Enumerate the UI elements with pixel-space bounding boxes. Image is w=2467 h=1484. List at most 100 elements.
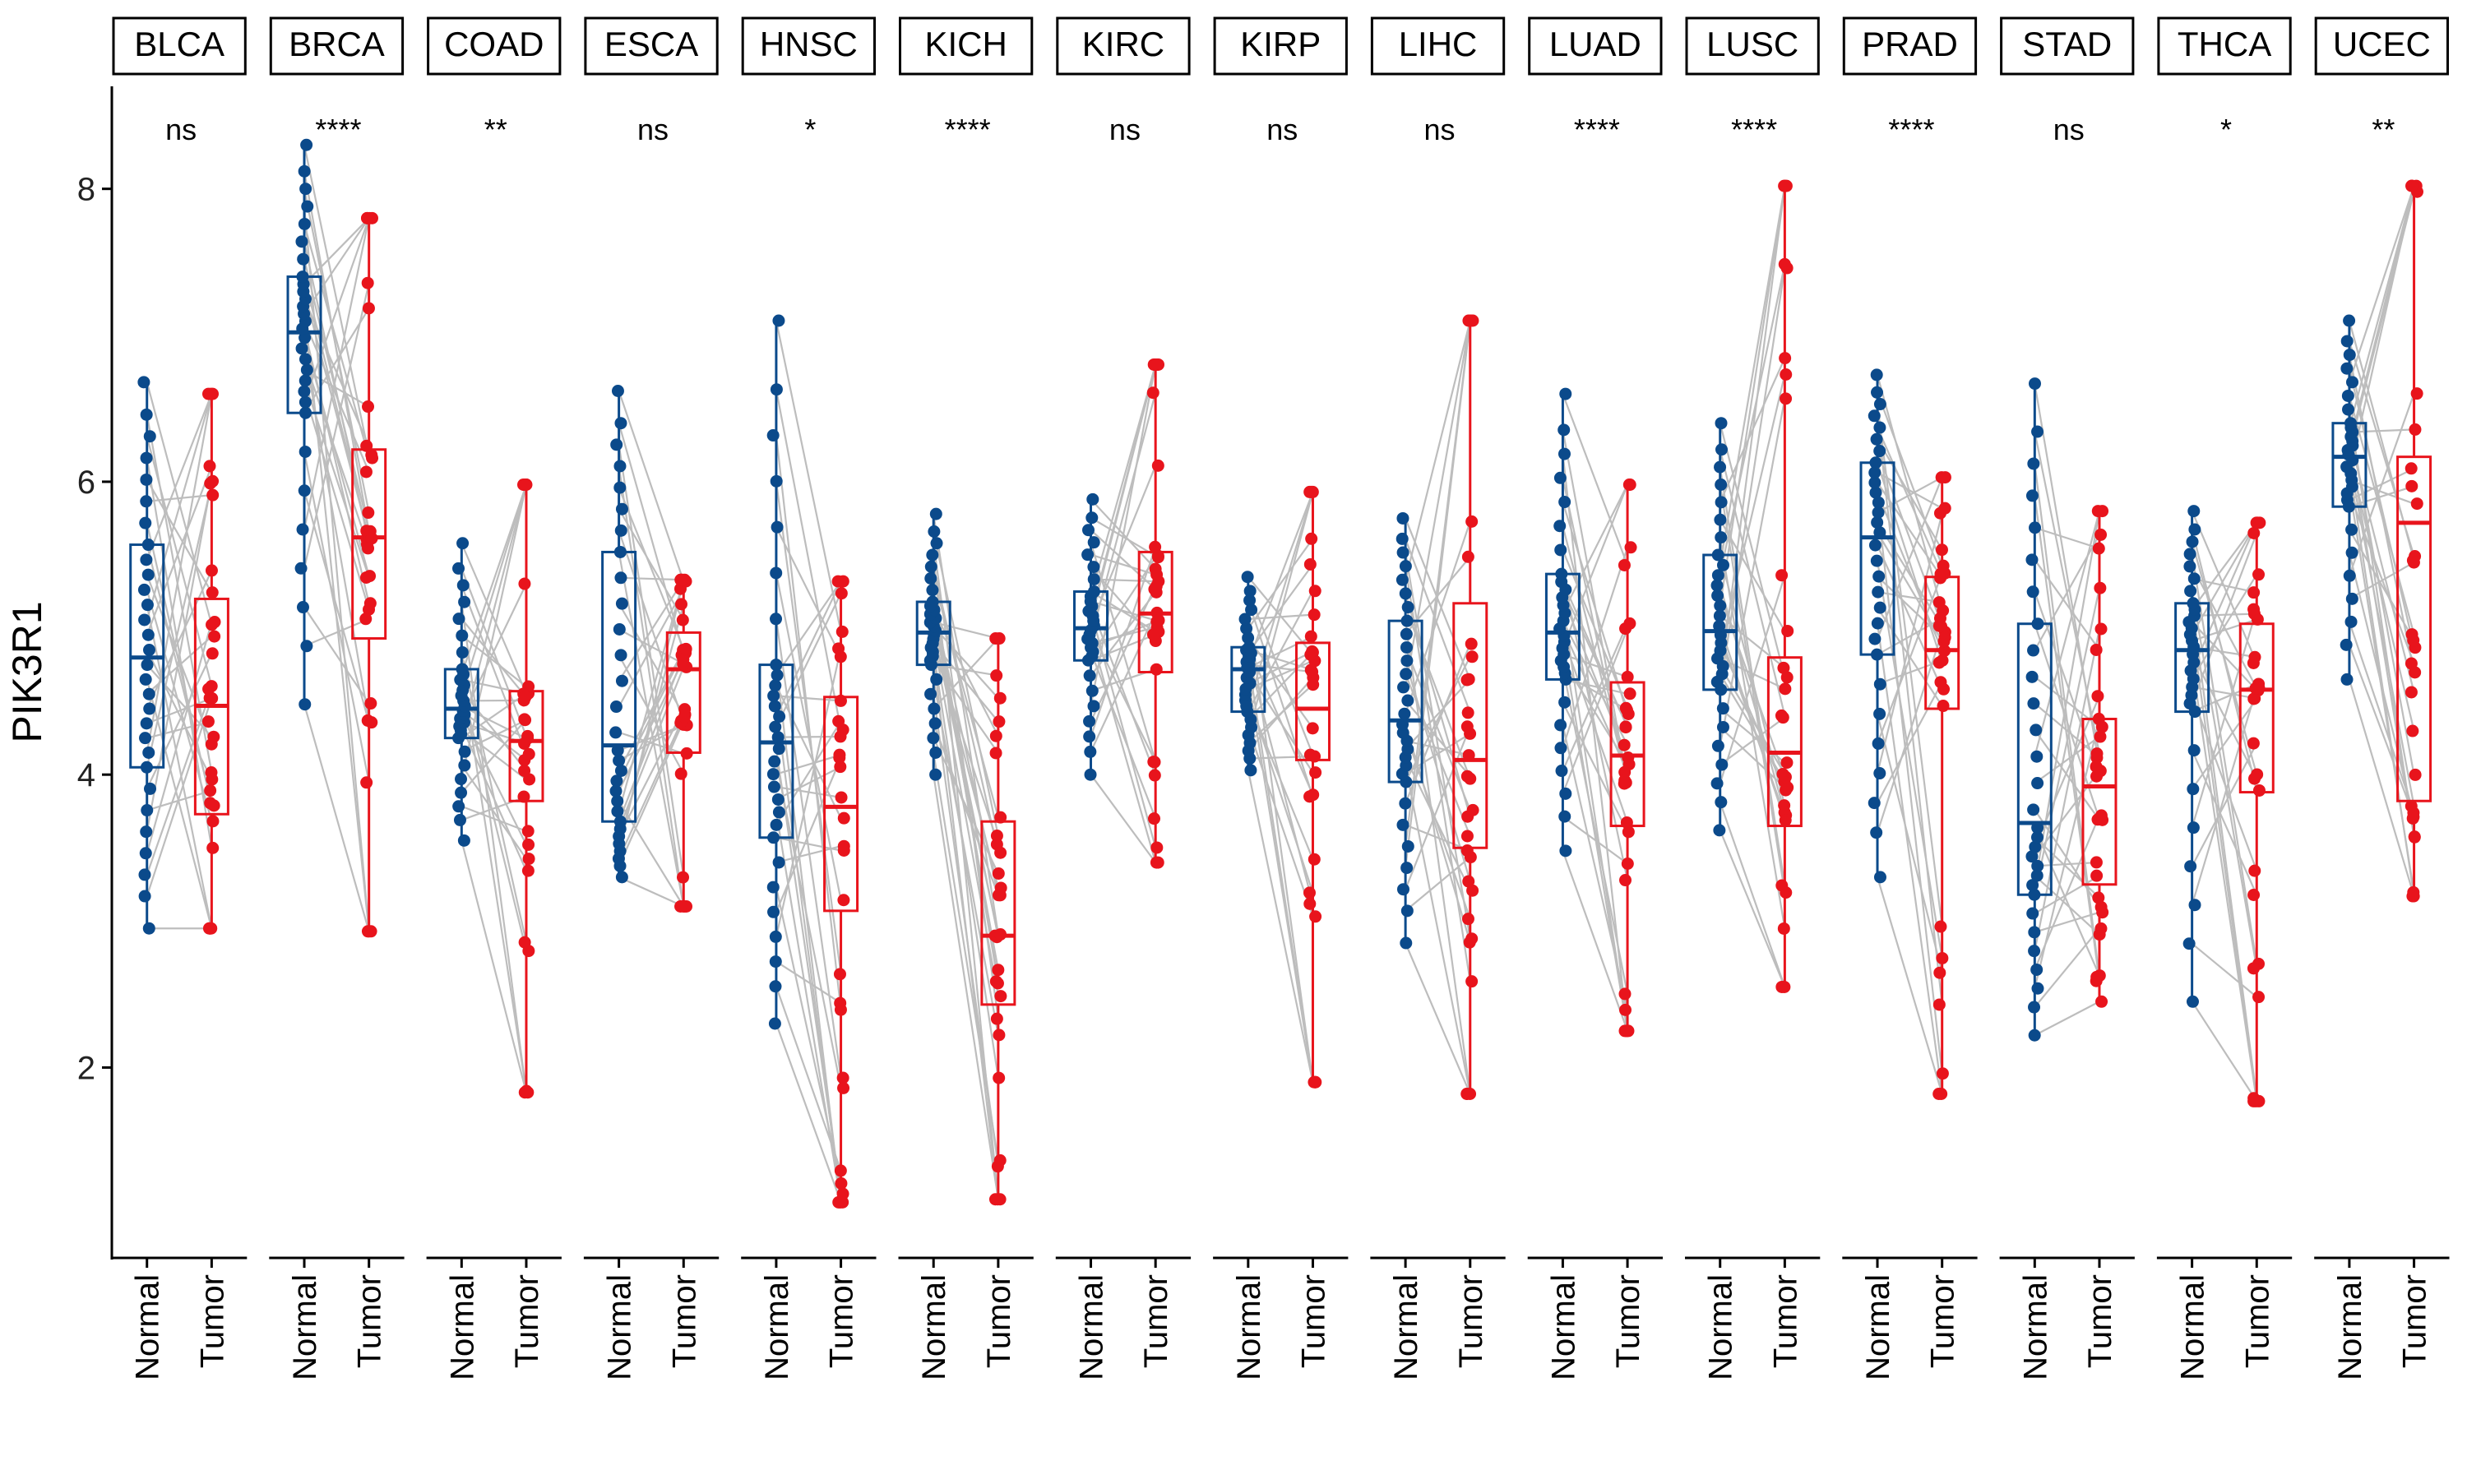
point-tumor bbox=[1623, 687, 1636, 700]
point-tumor bbox=[1935, 471, 1948, 484]
pair-line bbox=[1090, 542, 1157, 763]
pair-line bbox=[146, 622, 213, 854]
x-tick-label: Tumor bbox=[194, 1274, 230, 1368]
point-normal bbox=[2340, 673, 2354, 686]
pair-line bbox=[1090, 633, 1156, 662]
point-tumor bbox=[2250, 516, 2263, 529]
pair-line bbox=[2034, 911, 2100, 933]
pair-line bbox=[1562, 393, 1629, 566]
point-normal bbox=[613, 622, 626, 636]
facet-strip bbox=[2314, 16, 2449, 76]
point-tumor bbox=[2410, 387, 2423, 400]
pair-line bbox=[1247, 655, 1314, 904]
point-normal bbox=[1554, 719, 1567, 732]
x-tick-label: Tumor bbox=[2239, 1274, 2275, 1368]
pair-line bbox=[1877, 682, 1943, 804]
point-normal bbox=[1713, 824, 1726, 837]
pair-line bbox=[303, 328, 370, 604]
facet-label: PRAD bbox=[1862, 25, 1958, 63]
pair-line bbox=[303, 206, 370, 932]
point-normal bbox=[1710, 579, 1724, 592]
x-tick-label: Normal bbox=[1860, 1274, 1896, 1380]
y-tick-label: 8 bbox=[77, 172, 95, 208]
point-tumor bbox=[2405, 628, 2418, 641]
point-tumor bbox=[2407, 885, 2420, 899]
point-normal bbox=[138, 890, 151, 903]
point-normal bbox=[614, 417, 627, 430]
point-normal bbox=[456, 629, 469, 642]
pair-line bbox=[2348, 409, 2415, 837]
significance-label: ns bbox=[165, 113, 197, 146]
point-tumor bbox=[2094, 581, 2107, 594]
point-tumor bbox=[1620, 1024, 1633, 1038]
point-normal bbox=[452, 562, 465, 575]
pair-lines bbox=[1562, 393, 1629, 1032]
point-normal bbox=[767, 905, 780, 918]
point-tumor bbox=[833, 968, 846, 981]
point-normal bbox=[1087, 585, 1100, 599]
point-tumor bbox=[1620, 816, 1633, 829]
point-tumor bbox=[990, 1012, 1003, 1025]
point-tumor bbox=[2095, 995, 2108, 1008]
point-tumor bbox=[1780, 392, 1793, 405]
point-tumor bbox=[837, 811, 850, 825]
point-tumor bbox=[2092, 542, 2105, 555]
point-tumor bbox=[2090, 869, 2104, 882]
point-normal bbox=[2026, 879, 2039, 892]
point-normal bbox=[456, 537, 470, 550]
facet-label: COAD bbox=[444, 25, 544, 63]
point-normal bbox=[140, 553, 153, 566]
pair-line bbox=[1090, 612, 1157, 752]
pair-line bbox=[1876, 622, 1943, 1094]
point-normal bbox=[1554, 742, 1567, 755]
point-normal bbox=[1400, 614, 1414, 627]
point-tumor bbox=[204, 784, 217, 797]
pair-line bbox=[1877, 544, 1943, 690]
point-normal bbox=[2340, 362, 2354, 375]
point-normal bbox=[2027, 457, 2040, 470]
point-tumor bbox=[1624, 541, 1637, 554]
point-tumor bbox=[1932, 998, 1946, 1011]
pair-line bbox=[775, 685, 842, 819]
point-normal bbox=[2025, 670, 2039, 683]
pair-line bbox=[933, 774, 999, 1200]
point-tumor bbox=[1461, 706, 1474, 719]
point-tumor bbox=[1623, 617, 1636, 630]
point-normal bbox=[1399, 797, 1412, 810]
pair-line bbox=[1562, 628, 1629, 773]
facet-strip bbox=[899, 16, 1034, 76]
point-normal bbox=[1395, 573, 1409, 586]
facet-label: STAD bbox=[2022, 25, 2112, 63]
point-tumor bbox=[837, 844, 850, 857]
pair-line bbox=[2034, 927, 2100, 1008]
point-tumor bbox=[2094, 900, 2108, 913]
point-normal bbox=[1081, 548, 1095, 562]
facet-coad: COAD ** Normal Tumor bbox=[426, 16, 562, 1380]
pair-line bbox=[1405, 942, 1471, 1094]
pair-line bbox=[1405, 539, 1471, 714]
pair-line bbox=[461, 705, 527, 740]
point-tumor bbox=[2090, 643, 2103, 656]
point-tumor bbox=[1461, 913, 1474, 926]
point-normal bbox=[2027, 803, 2040, 816]
pair-lines bbox=[146, 381, 213, 930]
x-tick-label: Tumor bbox=[981, 1274, 1017, 1368]
point-tumor bbox=[2405, 686, 2418, 699]
pair-line bbox=[933, 656, 999, 1200]
point-normal bbox=[1716, 720, 1729, 733]
point-tumor bbox=[1933, 966, 1946, 979]
point-tumor bbox=[1618, 774, 1632, 787]
pair-line bbox=[1247, 599, 1314, 797]
facet-label: BRCA bbox=[289, 25, 385, 63]
pair-line bbox=[303, 145, 370, 455]
x-tick-label: Tumor bbox=[509, 1274, 545, 1368]
point-tumor bbox=[202, 682, 215, 696]
point-tumor bbox=[1466, 803, 1479, 816]
point-normal bbox=[2028, 888, 2041, 901]
point-tumor bbox=[1462, 749, 1475, 762]
point-normal bbox=[140, 408, 153, 421]
point-tumor bbox=[1776, 711, 1789, 724]
point-normal bbox=[924, 560, 937, 573]
pair-line bbox=[1876, 714, 1943, 973]
point-tumor bbox=[1618, 738, 1631, 751]
